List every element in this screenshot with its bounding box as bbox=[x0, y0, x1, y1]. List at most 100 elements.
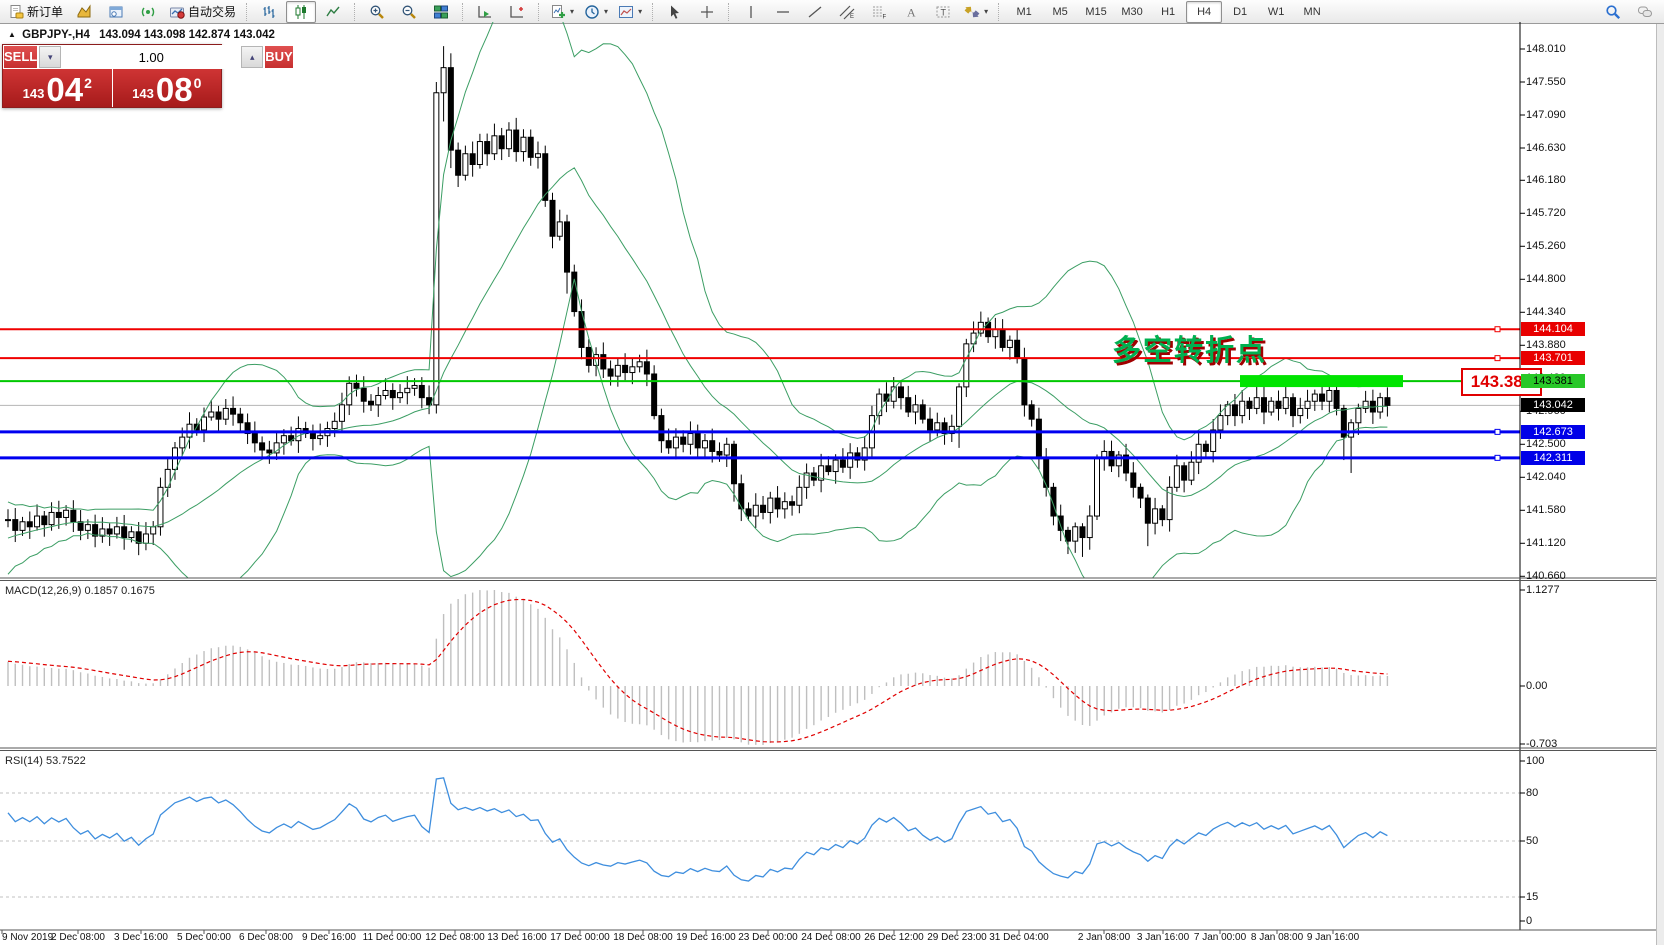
chart-symbol-header: ▲ GBPJPY-,H4 143.094 143.098 142.874 143… bbox=[8, 29, 275, 41]
price-badge: 142.311 bbox=[1521, 450, 1585, 465]
indicators-icon bbox=[552, 4, 566, 18]
signals-icon bbox=[141, 7, 155, 16]
timeframe-button-m1[interactable]: M1 bbox=[1016, 5, 1032, 18]
line-chart-button[interactable] bbox=[318, 1, 348, 23]
sell-price-big-figure: 143 bbox=[22, 86, 45, 101]
price-tick-label: 141.120 bbox=[1526, 537, 1566, 550]
periods-button[interactable]: ▾ bbox=[580, 1, 612, 23]
time-tick-label: 17 Dec 00:00 bbox=[550, 932, 610, 943]
price-level-label[interactable]: 143.381 bbox=[1461, 368, 1542, 396]
timeframe-button-m5[interactable]: M5 bbox=[1052, 5, 1068, 18]
candles-layer[interactable] bbox=[5, 46, 1391, 557]
time-tick-label: 8 Jan 08:00 bbox=[1250, 932, 1304, 943]
toolbar-separator bbox=[538, 2, 540, 21]
arrows-button[interactable]: ▾ bbox=[960, 1, 992, 23]
timeframe-button-h4[interactable]: H4 bbox=[1186, 0, 1223, 23]
auto-scroll-button[interactable] bbox=[470, 1, 500, 23]
zoom-in-button[interactable] bbox=[362, 1, 392, 23]
line-chart-icon bbox=[326, 6, 340, 16]
tile-windows-icon bbox=[434, 5, 449, 18]
line-handle[interactable] bbox=[1494, 428, 1501, 435]
chart-text-annotation[interactable]: 多空转折点 bbox=[1112, 335, 1268, 367]
timeframe-button-h1[interactable]: H1 bbox=[1161, 5, 1176, 18]
crosshair-icon bbox=[701, 5, 714, 18]
sell-button[interactable]: SELL bbox=[3, 45, 39, 69]
timeframe-button-mn[interactable]: MN bbox=[1303, 5, 1321, 18]
volume-up-button[interactable]: ▴ bbox=[241, 46, 264, 68]
search-button[interactable] bbox=[1598, 1, 1628, 23]
tile-windows-button[interactable] bbox=[426, 1, 456, 23]
channel-icon: E bbox=[839, 5, 855, 20]
dropdown-caret: ▾ bbox=[638, 7, 643, 16]
collapse-trade-panel-icon[interactable]: ▲ bbox=[8, 30, 16, 39]
channel-button[interactable]: E bbox=[832, 1, 862, 23]
toolbar-separator bbox=[998, 2, 1000, 21]
rsi-tick-label: 100 bbox=[1526, 755, 1545, 767]
cursor-button[interactable] bbox=[660, 1, 690, 23]
time-tick-label: 12 Dec 08:00 bbox=[425, 932, 485, 943]
chart-window[interactable]: ▲ GBPJPY-,H4 143.094 143.098 142.874 143… bbox=[0, 22, 1664, 945]
rsi-tick-label: 50 bbox=[1526, 835, 1539, 847]
signals-button[interactable] bbox=[133, 1, 163, 23]
volume-down-button[interactable]: ▾ bbox=[39, 46, 62, 68]
indicators-button[interactable]: ▾ bbox=[546, 1, 578, 23]
timeframe-button-w1[interactable]: W1 bbox=[1267, 5, 1285, 18]
time-tick-label: 24 Dec 08:00 bbox=[801, 932, 861, 943]
sell-price[interactable]: 143 04 2 bbox=[3, 69, 113, 107]
text-button[interactable]: A bbox=[896, 1, 926, 23]
price-tick-label: 147.550 bbox=[1526, 76, 1566, 88]
rsi-tick-label: 80 bbox=[1526, 787, 1539, 799]
horizontal-line-button[interactable] bbox=[768, 1, 798, 23]
vertical-line-button[interactable] bbox=[736, 1, 766, 23]
chart-shift-button[interactable] bbox=[502, 1, 532, 23]
text-label-icon: T bbox=[936, 6, 950, 17]
price-tick-label: 143.880 bbox=[1526, 339, 1566, 352]
navigator-button[interactable] bbox=[101, 1, 131, 23]
dropdown-caret: ▾ bbox=[604, 7, 609, 16]
line-handle[interactable] bbox=[1494, 326, 1501, 333]
crosshair-button[interactable] bbox=[692, 1, 722, 23]
templates-button[interactable]: ▾ bbox=[614, 1, 646, 23]
candlestick-chart-button[interactable] bbox=[286, 0, 317, 23]
chat-icon bbox=[1638, 6, 1652, 17]
highlight-bar[interactable] bbox=[1240, 375, 1403, 388]
horizontal-line-icon bbox=[777, 10, 790, 13]
bar-chart-button[interactable] bbox=[254, 1, 284, 23]
auto-scroll-icon bbox=[478, 5, 492, 18]
market-watch-button[interactable] bbox=[69, 1, 99, 23]
new-order-icon bbox=[10, 4, 24, 18]
zoom-out-button[interactable] bbox=[394, 1, 424, 23]
auto-trading-button[interactable]: 自动交易 bbox=[165, 1, 240, 23]
fibonacci-button[interactable]: F bbox=[864, 1, 894, 23]
cursor-icon bbox=[671, 5, 680, 19]
timeframe-button-m15[interactable]: M15 bbox=[1085, 5, 1107, 18]
periods-clock-icon bbox=[585, 4, 599, 19]
volume-input[interactable] bbox=[61, 46, 242, 68]
price-tick-label: 145.260 bbox=[1526, 240, 1566, 253]
market-watch-icon bbox=[77, 3, 91, 17]
trendline-button[interactable] bbox=[800, 1, 830, 23]
timeframe-button-m30[interactable]: M30 bbox=[1121, 5, 1143, 18]
timeframe-group: M1 M5 M15 M30 H1 H4 D1 W1 MN bbox=[1006, 0, 1330, 23]
time-tick-label: 9 Dec 16:00 bbox=[302, 932, 356, 943]
chat-button[interactable] bbox=[1630, 1, 1660, 23]
line-handle[interactable] bbox=[1494, 355, 1501, 362]
buy-price[interactable]: 143 08 0 bbox=[113, 69, 222, 107]
line-handle[interactable] bbox=[1494, 454, 1501, 461]
rsi-tick-label: 0 bbox=[1526, 915, 1533, 927]
price-tick-label: 145.720 bbox=[1526, 207, 1566, 220]
one-click-trading-panel: SELL ▾ ▴ BUY 143 04 2 143 08 0 bbox=[2, 44, 294, 108]
dropdown-caret: ▾ bbox=[570, 7, 575, 16]
buy-button[interactable]: BUY bbox=[264, 45, 294, 69]
new-order-label: 新订单 bbox=[27, 5, 64, 19]
text-label-button[interactable]: T bbox=[928, 1, 958, 23]
timeframe-button-d1[interactable]: D1 bbox=[1233, 5, 1248, 18]
price-tick-label: 147.090 bbox=[1526, 109, 1566, 121]
svg-text:E: E bbox=[850, 14, 854, 20]
toolbar-separator bbox=[354, 2, 356, 21]
toolbar: 新订单 自动交易 bbox=[0, 0, 1664, 24]
window-edge-strip bbox=[1656, 24, 1664, 945]
navigator-icon bbox=[109, 6, 123, 17]
new-order-button[interactable]: 新订单 bbox=[4, 1, 67, 23]
